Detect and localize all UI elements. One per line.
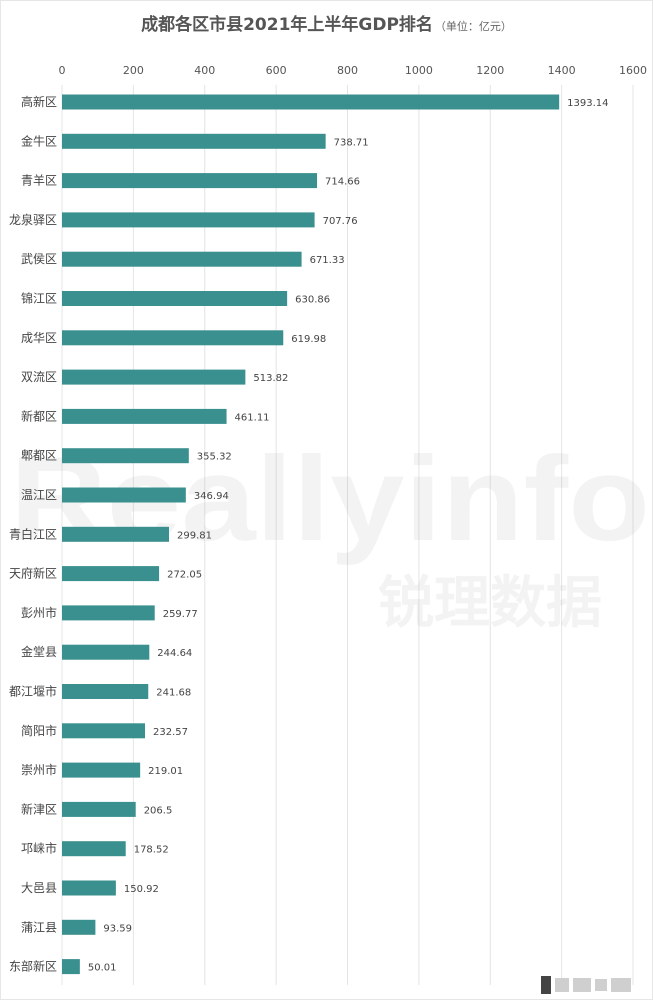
value-label: 630.86	[295, 295, 330, 306]
value-label: 619.98	[291, 334, 326, 345]
category-label: 青羊区	[21, 173, 57, 188]
bar	[62, 605, 155, 621]
chart-title: 成都各区市县2021年上半年GDP排名	[141, 15, 433, 35]
bar	[62, 723, 145, 739]
x-tick-label: 400	[194, 64, 215, 77]
bar	[62, 919, 96, 935]
category-label: 成华区	[21, 331, 57, 345]
value-label: 461.11	[235, 412, 270, 423]
x-axis-ticks: 0 200 400 600 800 1000 1200 1400 1600	[59, 64, 648, 77]
bar	[62, 487, 186, 503]
category-label: 龙泉驿区	[9, 213, 57, 227]
gridlines	[61, 85, 634, 985]
value-label: 50.01	[88, 963, 117, 974]
bar	[62, 959, 80, 975]
watermark-cn: 锐理数据	[378, 571, 602, 636]
x-tick-label: 1200	[476, 64, 504, 77]
category-label: 金堂县	[21, 644, 57, 659]
bar	[62, 251, 302, 267]
bar	[62, 173, 318, 189]
category-label: 天府新区	[9, 566, 57, 581]
value-label: 219.01	[148, 766, 183, 777]
value-label: 178.52	[134, 845, 169, 856]
category-label: 蒲江县	[21, 920, 57, 934]
category-label: 都江堰市	[9, 684, 57, 699]
bar	[62, 133, 326, 149]
x-tick-label: 1600	[619, 64, 647, 77]
bar	[62, 684, 149, 699]
bar	[62, 291, 288, 306]
category-label: 郫都区	[21, 448, 57, 463]
bar	[62, 448, 189, 464]
value-label: 707.76	[323, 216, 358, 227]
chart-title-row: 成都各区市县2021年上半年GDP排名 （单位：亿元）	[0, 10, 653, 35]
footer-logo	[541, 976, 631, 994]
value-label: 244.64	[157, 648, 192, 659]
bars: 高新区 1393.14 金牛区 738.71 青羊区 714.66 龙泉驿区 707.76 武侯…	[9, 94, 609, 975]
category-label: 高新区	[21, 94, 57, 109]
bar	[62, 212, 315, 228]
x-tick-label: 800	[337, 64, 358, 77]
category-label: 邛崃市	[21, 841, 57, 856]
bar	[62, 94, 560, 110]
x-tick-label: 1000	[405, 64, 433, 77]
bar	[62, 330, 284, 346]
category-label: 东部新区	[9, 959, 57, 974]
value-label: 346.94	[194, 491, 229, 502]
bar	[62, 644, 150, 660]
bar	[62, 762, 141, 778]
value-label: 513.82	[253, 373, 288, 384]
category-label: 崇州市	[21, 762, 57, 777]
value-label: 355.32	[197, 452, 232, 463]
category-label: 新都区	[21, 408, 57, 423]
category-label: 锦江区	[21, 292, 57, 306]
value-label: 714.66	[325, 177, 360, 188]
bar	[62, 841, 126, 857]
category-label: 武侯区	[21, 252, 57, 266]
category-label: 大邑县	[21, 881, 57, 895]
value-label: 272.05	[167, 570, 202, 581]
value-label: 232.57	[153, 727, 188, 738]
value-label: 1393.14	[567, 98, 608, 109]
bar	[62, 526, 169, 542]
bar	[62, 369, 246, 385]
value-label: 93.59	[103, 923, 132, 934]
value-label: 206.5	[144, 805, 173, 816]
category-label: 青白江区	[9, 526, 57, 541]
category-label: 简阳市	[21, 723, 57, 738]
value-label: 259.77	[163, 609, 198, 620]
category-label: 温江区	[21, 488, 57, 502]
bar	[62, 801, 136, 817]
bar	[62, 880, 116, 896]
bar	[62, 408, 227, 424]
x-tick-label: 200	[123, 64, 144, 77]
category-label: 彭州市	[21, 605, 57, 620]
value-label: 150.92	[124, 884, 159, 895]
category-label: 新津区	[21, 801, 57, 816]
chart-unit-note: （单位：亿元）	[434, 20, 512, 33]
value-label: 299.81	[177, 530, 212, 541]
value-label: 241.68	[156, 688, 191, 699]
x-tick-label: 600	[266, 64, 287, 77]
category-label: 金牛区	[21, 133, 57, 148]
value-label: 738.71	[334, 137, 369, 148]
x-tick-label: 1400	[548, 64, 576, 77]
value-label: 671.33	[310, 255, 345, 266]
x-tick-label: 0	[59, 64, 66, 77]
category-label: 双流区	[21, 370, 57, 384]
bar	[62, 566, 160, 582]
